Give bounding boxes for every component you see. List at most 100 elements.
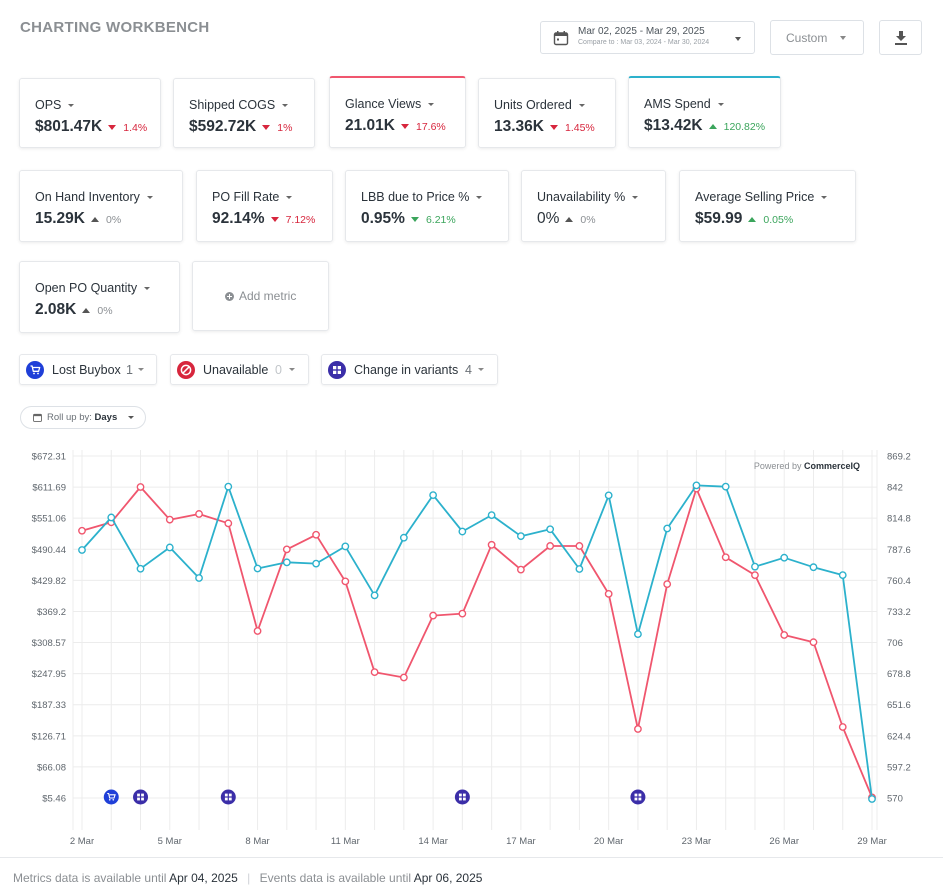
metric-change: 1% [277,122,293,134]
metric-label[interactable]: OPS [35,98,75,112]
variants-square [141,793,144,797]
data-point[interactable] [546,525,555,534]
data-point[interactable] [136,483,145,491]
metric-label[interactable]: PO Fill Rate [212,190,293,204]
data-point[interactable] [516,532,525,541]
event-filter-change-in-variants[interactable]: Change in variants 4 [321,354,498,385]
data-point[interactable] [399,673,408,682]
data-point[interactable] [195,510,203,518]
metric-card[interactable]: Units Ordered 13.36K 1.45% [478,78,616,148]
data-point[interactable] [78,526,86,535]
data-point[interactable] [312,530,320,539]
data-point[interactable] [809,563,818,572]
date-range-picker[interactable]: Mar 02, 2025 - Mar 29, 2025 Compare to :… [540,21,755,54]
metric-label[interactable]: Shipped COGS [189,98,289,112]
data-point[interactable] [341,577,350,586]
metric-card[interactable]: Average Selling Price $59.99 0.05% [679,170,856,242]
data-point[interactable] [487,511,496,520]
metric-card[interactable]: On Hand Inventory 15.29K 0% [19,170,183,242]
event-filter-lost-buybox[interactable]: Lost Buybox 1 [19,354,157,385]
data-point[interactable] [458,609,467,618]
variants-square [634,797,638,801]
data-point[interactable] [224,482,233,491]
variants-icon[interactable] [133,789,149,805]
cart-icon[interactable] [103,789,119,805]
variants-square [458,793,462,797]
data-point[interactable] [282,545,291,554]
metric-label[interactable]: Glance Views [345,97,435,111]
data-point[interactable] [780,553,789,562]
compare-range-text: Compare to : Mar 03, 2024 - Mar 30, 2024 [578,39,710,46]
variants-icon[interactable] [220,789,236,805]
add-metric-button[interactable]: Add metric [192,261,329,331]
metric-value: 2.08K [35,301,77,318]
metric-label[interactable]: Open PO Quantity [35,281,151,295]
data-point[interactable] [721,482,730,491]
powered-by-prefix: Powered by [754,461,802,471]
data-point[interactable] [634,630,642,639]
data-point[interactable] [429,611,438,620]
data-point[interactable] [634,725,642,733]
metric-card[interactable]: Shipped COGS $592.72K 1% [173,78,315,148]
metric-card[interactable]: Glance Views 21.01K 17.6% [329,76,466,148]
variants-icon[interactable] [454,789,470,805]
rollup-dropdown[interactable]: Roll up by: Days [20,406,146,429]
data-point[interactable] [341,542,350,551]
data-point[interactable] [253,564,262,573]
data-point[interactable] [458,527,467,536]
data-point[interactable] [282,558,291,567]
metric-card[interactable]: PO Fill Rate 92.14% 7.12% [196,170,333,242]
data-point[interactable] [868,795,876,803]
y-axis-left: $672.31 $611.69 $551.06 $490.44 $429.82 $369.… [32,452,66,805]
metric-label[interactable]: On Hand Inventory [35,190,153,204]
variants-icon[interactable] [630,789,646,805]
data-point[interactable] [370,668,379,677]
metric-card[interactable]: OPS $801.47K 1.4% [19,78,161,148]
data-point[interactable] [429,491,438,500]
data-point[interactable] [751,571,759,580]
range-type-dropdown[interactable]: Custom [770,20,864,55]
data-point[interactable] [165,515,174,524]
download-button[interactable] [879,20,922,55]
data-point[interactable] [107,513,116,522]
data-point[interactable] [604,589,613,598]
data-point[interactable] [224,519,233,528]
event-filter-unavailable[interactable]: Unavailable 0 [170,354,309,385]
data-point[interactable] [487,540,496,549]
metric-card[interactable]: LBB due to Price % 0.95% 6.21% [345,170,509,242]
data-point[interactable] [546,542,555,550]
data-point[interactable] [516,565,525,574]
data-point[interactable] [692,481,701,490]
data-point[interactable] [575,565,584,573]
metric-label[interactable]: Unavailability % [537,190,639,204]
data-point[interactable] [370,591,379,600]
chevron-down-icon [821,196,828,199]
metric-label[interactable]: Units Ordered [494,98,585,112]
data-point[interactable] [663,524,672,533]
metric-card[interactable]: AMS Spend $13.42K 120.82% [628,76,781,148]
data-point[interactable] [663,580,672,589]
data-point[interactable] [253,627,262,635]
trend-up-icon [82,308,91,313]
metric-card[interactable]: Open PO Quantity 2.08K 0% [19,261,180,333]
metric-label[interactable]: AMS Spend [644,97,724,111]
data-point[interactable] [165,543,174,552]
metric-label[interactable]: LBB due to Price % [361,190,483,204]
data-point[interactable] [751,562,759,571]
data-point[interactable] [838,723,847,731]
data-point[interactable] [575,542,584,550]
data-point[interactable] [721,553,730,562]
metrics-line-chart[interactable]: $672.31 $611.69 $551.06 $490.44 $429.82 $369.… [0,440,943,850]
data-point[interactable] [312,559,320,568]
data-point[interactable] [399,533,408,542]
data-point[interactable] [809,638,818,647]
data-point[interactable] [136,564,145,573]
metric-card[interactable]: Unavailability % 0% 0% [521,170,666,242]
data-point[interactable] [195,574,203,582]
data-point[interactable] [838,571,847,580]
metric-label[interactable]: Average Selling Price [695,190,828,204]
data-point[interactable] [604,491,613,500]
y-tick-right: 869.2 [887,452,911,463]
data-point[interactable] [78,546,86,554]
data-point[interactable] [780,631,789,639]
